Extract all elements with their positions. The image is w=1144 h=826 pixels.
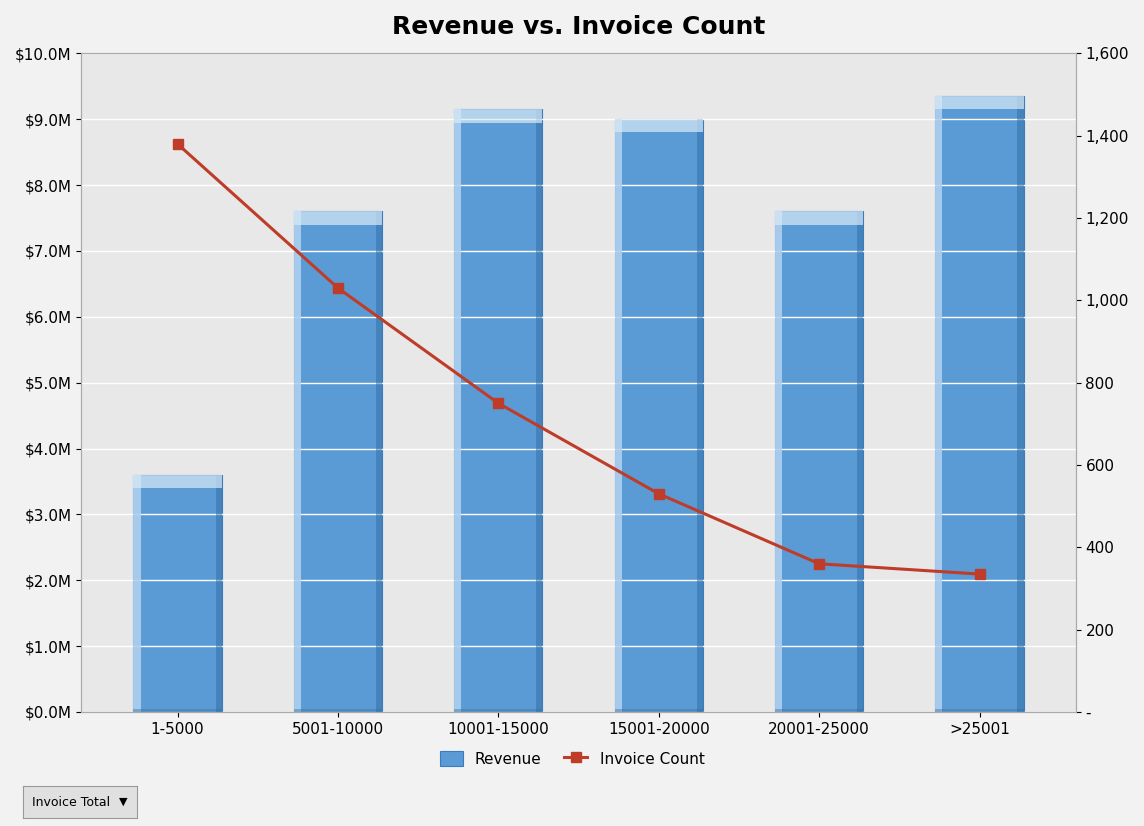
Polygon shape [294,211,382,225]
Polygon shape [134,475,222,488]
Polygon shape [936,97,943,712]
Polygon shape [454,109,461,712]
Polygon shape [774,211,864,712]
Title: Revenue vs. Invoice Count: Revenue vs. Invoice Count [392,15,765,39]
Polygon shape [936,709,1024,712]
Polygon shape [1017,97,1024,712]
Polygon shape [134,475,141,712]
Text: ▼: ▼ [119,797,128,807]
Text: Invoice Total: Invoice Total [32,795,110,809]
Polygon shape [774,211,782,712]
Polygon shape [774,211,864,225]
Polygon shape [294,211,301,712]
Polygon shape [936,97,1024,712]
Polygon shape [857,211,864,712]
Polygon shape [614,119,702,132]
Polygon shape [454,709,542,712]
Polygon shape [134,475,222,712]
Polygon shape [454,109,542,712]
Polygon shape [614,119,702,712]
Polygon shape [614,709,702,712]
Polygon shape [294,709,382,712]
Polygon shape [376,211,382,712]
Polygon shape [294,211,382,712]
Polygon shape [215,475,222,712]
Polygon shape [936,97,1024,109]
Polygon shape [537,109,542,712]
Polygon shape [614,119,621,712]
Polygon shape [454,109,542,122]
Polygon shape [697,119,702,712]
Polygon shape [134,709,222,712]
Polygon shape [774,709,864,712]
Legend: Revenue, Invoice Count: Revenue, Invoice Count [434,745,710,773]
